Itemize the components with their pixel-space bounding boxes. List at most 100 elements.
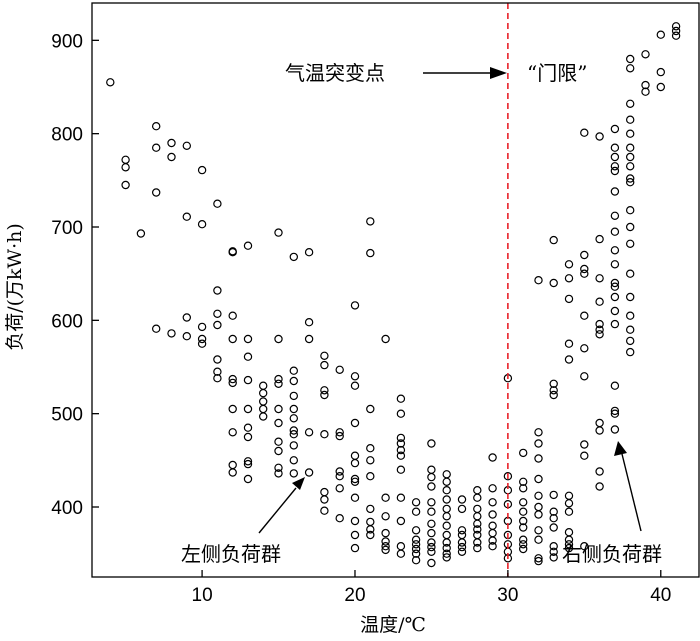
data-point [549, 523, 558, 532]
data-point [626, 347, 635, 357]
data-point [473, 538, 482, 547]
data-point [610, 306, 620, 316]
data-point [259, 388, 268, 398]
data-point [656, 82, 666, 92]
data-point [564, 355, 574, 364]
data-point [366, 504, 375, 514]
data-point [610, 166, 620, 176]
data-point [488, 528, 497, 538]
data-point [411, 549, 421, 558]
data-point [610, 381, 620, 390]
data-point [167, 152, 176, 162]
data-point [182, 212, 191, 221]
data-point [519, 507, 528, 516]
data-point [366, 517, 375, 527]
data-point [580, 344, 589, 353]
y-tick-label: 400 [51, 498, 83, 519]
x-tick-label: 30 [497, 585, 518, 606]
data-point [350, 418, 360, 428]
data-point [411, 540, 421, 549]
data-point [350, 474, 360, 484]
data-point [580, 372, 589, 381]
data-point [564, 274, 574, 283]
data-point [396, 394, 406, 403]
data-point [519, 498, 528, 507]
data-point [610, 282, 620, 291]
data-point [243, 352, 253, 361]
data-point [350, 372, 360, 381]
data-point [304, 468, 314, 477]
data-point [626, 162, 635, 171]
data-point [595, 319, 604, 329]
data-point [274, 418, 283, 428]
data-point [335, 514, 344, 523]
data-point [136, 229, 146, 238]
data-point [366, 525, 375, 534]
data-point [457, 495, 467, 504]
y-tick-label: 600 [51, 311, 83, 332]
data-point [595, 467, 604, 476]
data-point [228, 468, 237, 477]
data-point [442, 477, 451, 486]
data-point [610, 162, 620, 171]
data-point [488, 510, 497, 519]
data-point [457, 530, 467, 540]
data-point [350, 458, 360, 468]
data-point [289, 404, 298, 414]
data-point [519, 477, 528, 486]
data-point [442, 553, 451, 562]
data-point [595, 482, 604, 491]
x-tick-label: 10 [192, 585, 213, 606]
data-point [350, 477, 360, 486]
data-point [350, 301, 360, 310]
data-point [274, 379, 283, 388]
data-point [457, 526, 467, 535]
data-point [671, 31, 681, 40]
data-point [519, 544, 528, 554]
data-point [350, 381, 360, 390]
data-point [411, 498, 421, 507]
data-point [197, 219, 207, 229]
right-group-label: 右侧负荷群 [562, 542, 662, 566]
data-point [473, 504, 482, 514]
data-point [289, 469, 298, 478]
data-point [610, 246, 620, 255]
data-point [106, 78, 115, 87]
data-point [442, 543, 451, 553]
data-point [243, 334, 253, 344]
data-point [396, 516, 406, 526]
data-point [534, 535, 543, 544]
data-point [427, 519, 436, 529]
data-point [381, 528, 390, 538]
data-point [366, 404, 375, 414]
plot-frame [91, 2, 700, 578]
data-point [320, 506, 329, 515]
data-points [106, 22, 681, 568]
data-point [396, 542, 406, 551]
data-point [335, 484, 344, 493]
data-point [274, 374, 283, 384]
data-point [656, 30, 666, 39]
data-point [442, 512, 451, 521]
data-point [228, 334, 237, 344]
data-point [549, 542, 558, 551]
data-point [610, 143, 620, 152]
data-point [580, 451, 589, 460]
data-point [595, 132, 604, 141]
data-point [366, 472, 375, 481]
data-point [564, 528, 574, 537]
data-point [580, 311, 589, 320]
data-point [519, 448, 528, 458]
data-point [564, 294, 574, 304]
data-point [549, 379, 558, 388]
data-point [411, 535, 421, 544]
data-point [580, 269, 589, 278]
data-point [366, 456, 375, 465]
data-point [396, 549, 406, 558]
data-point [595, 274, 604, 283]
data-point [320, 495, 329, 504]
y-tick-label: 700 [51, 218, 83, 239]
data-point [610, 319, 620, 329]
data-point [564, 499, 574, 508]
